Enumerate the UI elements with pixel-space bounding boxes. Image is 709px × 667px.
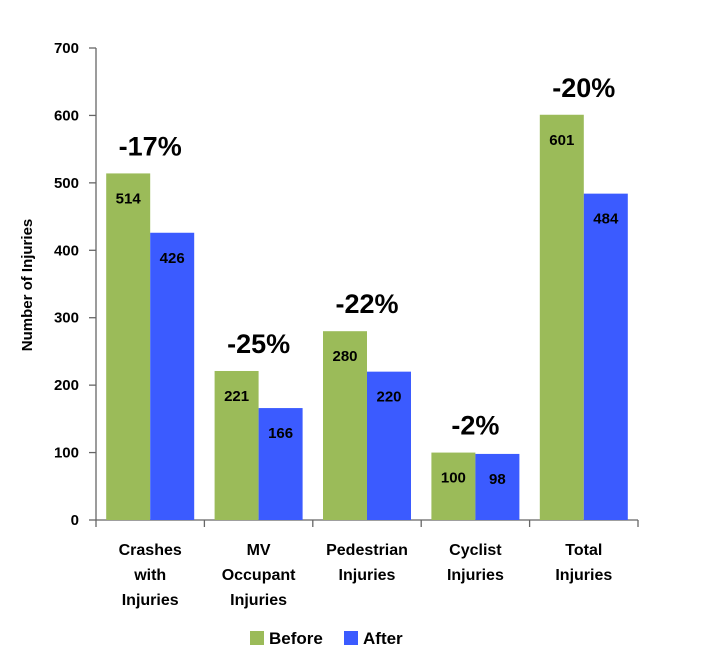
bar-before — [214, 370, 259, 520]
legend-label-after: After — [363, 629, 403, 648]
bar-before — [431, 452, 476, 520]
legend-label-before: Before — [269, 629, 323, 648]
bar-after — [258, 408, 303, 520]
chart-labels: 514 426 -17% Crashes with Injuries 221 166 -25% M… — [116, 73, 619, 609]
bar-before — [323, 331, 367, 520]
chart-bars — [106, 114, 628, 521]
bar-value-label: 220 — [376, 389, 401, 406]
bar-value-label: 100 — [441, 470, 466, 487]
bar-before — [539, 114, 584, 521]
legend-swatch-before — [250, 631, 264, 645]
y-tick-label: 400 — [54, 242, 79, 259]
bar-value-label: 166 — [268, 425, 293, 442]
y-tick-label: 700 — [54, 40, 79, 57]
bar-value-label: 601 — [549, 132, 574, 149]
x-category-label: Cyclist Injuries — [447, 542, 504, 584]
bar-value-label: 484 — [593, 211, 619, 228]
y-tick-label: 200 — [54, 377, 79, 394]
y-tick-label: 300 — [54, 310, 79, 327]
y-tick-label: 600 — [54, 107, 79, 124]
y-axis-label: Number of Injuries — [19, 219, 36, 352]
x-category-label: Crashes with Injuries — [119, 542, 182, 609]
percent-change-label: -17% — [119, 131, 182, 161]
y-tick-label: 100 — [54, 445, 79, 462]
bar-value-label: 98 — [489, 471, 506, 488]
bar-value-label: 514 — [116, 190, 142, 207]
bar-before — [106, 173, 151, 520]
percent-change-label: -22% — [335, 289, 398, 319]
x-category-label: Total Injuries — [555, 542, 612, 584]
bar-value-label: 426 — [160, 250, 185, 267]
percent-change-label: -2% — [451, 411, 499, 441]
bar-value-label: 221 — [224, 388, 249, 405]
bar-after — [475, 453, 520, 520]
bar-value-label: 280 — [332, 348, 357, 365]
y-tick-label: 0 — [71, 512, 79, 529]
y-tick-label: 500 — [54, 175, 79, 192]
percent-change-label: -25% — [227, 329, 290, 359]
x-category-label: MV Occupant Injuries — [222, 542, 296, 609]
chart-legend: Before After — [250, 629, 403, 648]
bar-after — [150, 232, 195, 521]
legend-swatch-after — [344, 631, 358, 645]
bar-after — [583, 193, 628, 520]
x-category-label: Pedestrian Injuries — [326, 542, 408, 584]
percent-change-label: -20% — [552, 73, 615, 103]
bar-after — [367, 371, 411, 520]
